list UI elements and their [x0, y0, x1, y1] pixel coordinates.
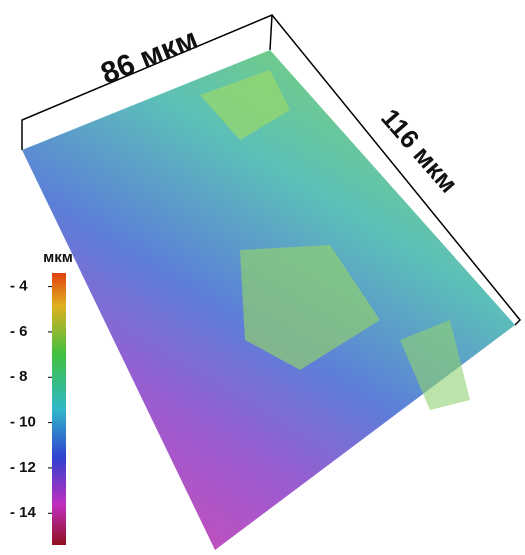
- surface-view: 86 мкм 116 мкм мкм - 4- 6- 8- 10- 12- 14: [0, 0, 525, 555]
- colorbar-tick-label: - 8: [10, 368, 28, 385]
- colorbar-tick-label: - 12: [10, 459, 36, 476]
- bounding-box: [270, 15, 272, 50]
- colorbar-tick-label: - 6: [10, 323, 28, 340]
- width-label: 86 мкм: [96, 22, 202, 90]
- colorbar-tick-label: - 10: [10, 414, 36, 431]
- colorbar-tick-label: - 14: [10, 504, 37, 521]
- colorbar: [52, 273, 66, 545]
- colorbar-unit: мкм: [43, 249, 73, 266]
- page: 86 мкм 116 мкм мкм - 4- 6- 8- 10- 12- 14…: [0, 0, 525, 555]
- colorbar-tick-label: - 4: [10, 278, 28, 295]
